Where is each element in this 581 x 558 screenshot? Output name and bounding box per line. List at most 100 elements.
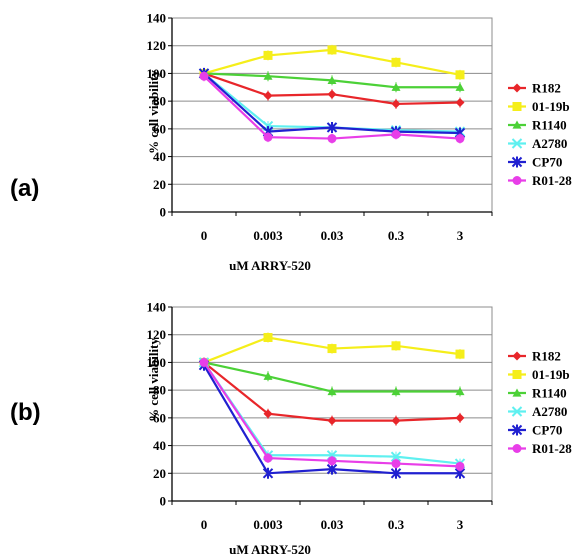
data-point: [263, 409, 273, 419]
legend-entry: A2780: [508, 404, 567, 419]
data-point: [455, 461, 465, 471]
y-tick-label: 40: [153, 149, 166, 164]
data-point: [199, 357, 209, 367]
data-point: [391, 341, 401, 351]
x-tick-label: 0.03: [321, 517, 344, 532]
series-R1140: [199, 68, 465, 93]
legend-label: R182: [532, 81, 561, 96]
series-R01-28: [199, 71, 465, 144]
x-tick-label: 0.003: [253, 228, 283, 243]
y-tick-label: 80: [153, 94, 166, 109]
panel-label-b: (b): [10, 399, 41, 426]
series-A2780: [198, 357, 466, 469]
data-point: [263, 332, 273, 342]
legend-marker: [512, 176, 522, 185]
y-tick-label: 20: [153, 466, 166, 481]
legend-marker: [512, 388, 522, 397]
x-tick-label: 0.3: [388, 517, 405, 532]
legend-marker: [511, 138, 523, 149]
data-point: [455, 134, 465, 144]
legend-label: R182: [532, 349, 561, 364]
legend-entry: R01-28: [508, 173, 572, 188]
chart-panel-a: (a) uM ARRY-520 % cell viability 0 20 40 60…: [10, 11, 572, 274]
x-tick-label: 3: [457, 517, 464, 532]
y-tick-label: 120: [147, 38, 167, 53]
data-point: [263, 132, 273, 142]
data-point: [327, 45, 337, 55]
chart-panel-b: (b) uM ARRY-520 % cell viability 0 20 40 60…: [10, 300, 572, 558]
data-point: [199, 71, 209, 81]
x-tick-label: 0: [201, 228, 208, 243]
x-axis-label-a: uM ARRY-520: [229, 258, 311, 273]
legend-entry: 01-19b: [508, 99, 570, 114]
data-point: [455, 70, 465, 80]
series-01-19b: [199, 44, 465, 80]
data-point: [263, 371, 273, 380]
legend-label: A2780: [532, 404, 567, 419]
legend-marker: [512, 120, 522, 129]
series-line: [203, 361, 461, 465]
legend-entry: A2780: [508, 136, 567, 151]
data-point: [327, 416, 337, 426]
data-point: [263, 91, 273, 101]
data-point: [391, 57, 401, 67]
legend-marker: [512, 444, 522, 453]
data-point: [455, 413, 465, 423]
y-tick-label: 40: [153, 438, 166, 453]
data-point: [327, 344, 337, 354]
legend-entry: R1140: [508, 118, 567, 133]
data-point: [455, 349, 465, 359]
y-tick-label: 60: [153, 410, 166, 425]
legend-label: R1140: [532, 386, 567, 401]
data-point: [455, 82, 465, 91]
data-point: [391, 459, 401, 469]
legend-entry: CP70: [508, 155, 562, 170]
legend-entry: R1140: [508, 386, 567, 401]
data-point: [262, 467, 274, 479]
data-point: [327, 134, 337, 144]
data-point: [263, 453, 273, 463]
legend-entry: CP70: [508, 423, 562, 438]
data-point: [391, 99, 401, 109]
data-point: [390, 451, 402, 462]
y-tick-label: 120: [147, 327, 167, 342]
series-CP70: [198, 359, 466, 479]
series-R182: [199, 68, 465, 109]
x-tick-label: 0.3: [388, 228, 405, 243]
data-point: [391, 82, 401, 91]
legend-entry: R182: [508, 349, 561, 364]
legend-label: CP70: [532, 423, 562, 438]
data-point: [263, 71, 273, 80]
x-tick-label: 0: [201, 517, 208, 532]
data-point: [390, 467, 402, 479]
y-tick-label: 60: [153, 121, 166, 136]
y-tick-label: 100: [147, 66, 167, 81]
data-point: [391, 129, 401, 139]
series-R01-28: [199, 357, 465, 472]
legend-label: CP70: [532, 155, 562, 170]
y-tick-label: 80: [153, 383, 166, 398]
legend-entry: R182: [508, 81, 561, 96]
legend-label: R01-28: [532, 173, 572, 188]
legend-label: R01-28: [532, 441, 572, 456]
legend-marker: [511, 406, 523, 417]
x-tick-label: 0.03: [321, 228, 344, 243]
y-tick-label: 0: [160, 205, 167, 220]
y-tick-label: 140: [147, 300, 167, 315]
legend-label: 01-19b: [532, 367, 570, 382]
legend-marker: [512, 351, 522, 361]
data-point: [327, 456, 337, 466]
legend-label: A2780: [532, 136, 567, 151]
data-point: [327, 75, 337, 84]
legend-marker: [511, 424, 523, 436]
panel-label-a: (a): [10, 175, 39, 202]
data-point: [326, 121, 338, 133]
legend-entry: 01-19b: [508, 367, 570, 382]
y-tick-label: 140: [147, 11, 167, 26]
data-point: [391, 387, 401, 396]
data-point: [455, 387, 465, 396]
y-tick-label: 100: [147, 355, 167, 370]
y-axis-label-b: % cell viability: [146, 338, 161, 422]
legend-marker: [512, 83, 522, 93]
